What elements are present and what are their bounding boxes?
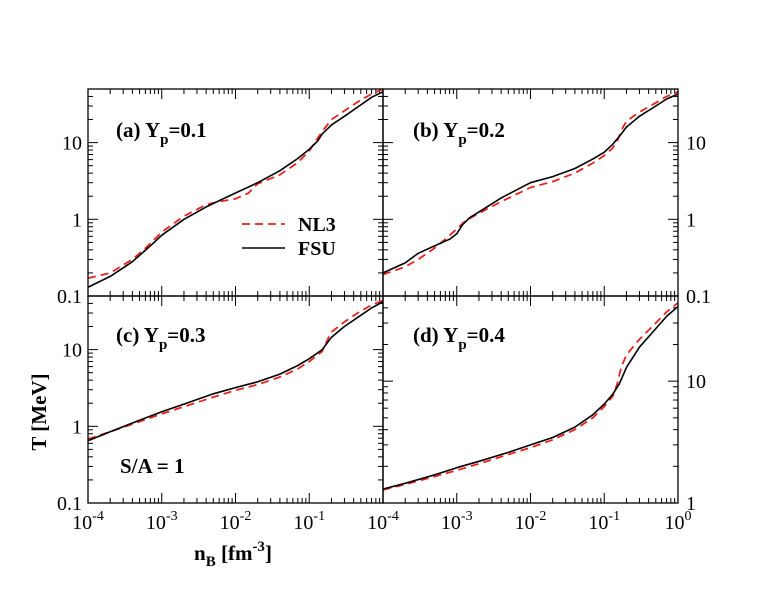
panel-b-ytick-label: 1 [686,209,696,231]
panel-b-label: (b) Yp=0.2 [413,118,505,148]
x-tick-label: 10-2 [220,509,252,534]
x-tick-label-exp: 0 [685,509,692,524]
panel-d-ytick-label: 1 [686,493,696,515]
x-tick-label: 10-1 [588,509,620,534]
x-tick-label: 10-4 [72,509,104,534]
x-axis-title-unit: [fm [216,541,253,565]
panel-d: 1 10 (d) Yp=0.4 [382,295,706,515]
panel-a: 0.1 1 10 (a) Yp=0.1 [57,88,384,308]
panel-d-label-value: =0.4 [467,323,506,347]
x-tick-label: 10-3 [146,509,178,534]
panel-a-ytick-label: 10 [62,133,82,155]
x-tick-label-base: 10 [293,512,313,534]
panel-d-label-main: (d) Y [413,323,458,347]
x-tick-label-exp: -4 [387,509,399,524]
panel-a-line-fsu [88,91,383,289]
x-tick-label-exp: -4 [92,509,104,524]
x-tick-label-exp: -2 [240,509,252,524]
panel-c-line-fsu [88,301,383,442]
x-tick-label-base: 10 [146,512,166,534]
x-tick-label-base: 10 [515,512,535,534]
y-axis-title: T [MeV] [27,373,51,450]
panel-d-line-nl3 [383,302,678,491]
panel-a-label-main: (a) Y [116,118,160,142]
x-tick-label-base: 10 [588,512,608,534]
x-tick-label-base: 10 [220,512,240,534]
x-axis-title-sub: B [206,554,216,570]
panel-c-line-nl3 [88,299,383,440]
panel-c-ytick-label: 10 [62,340,82,362]
panel-b-line-fsu [383,93,678,274]
x-tick-label: 10-3 [441,509,473,534]
x-tick-label-base: 10 [72,512,92,534]
panel-d-line-fsu [383,305,678,490]
x-tick-label: 100 [665,509,692,534]
panel-b-label-value: =0.2 [467,118,505,142]
panel-a-line-nl3 [88,89,383,280]
x-tick-label-exp: -1 [608,509,620,524]
panel-b-label-main: (b) Y [413,118,458,142]
panel-a-label: (a) Yp=0.1 [116,118,207,148]
panel-c-ytick-label: 1 [72,416,82,438]
panel-d-ytick-label: 10 [686,371,706,393]
panel-c-label-main: (c) Y [116,323,159,347]
panel-c: 0.1 1 10 (c) Yp=0.3 [57,295,384,515]
x-tick-label: 10-4 [367,509,399,534]
panel-b-label-sub: p [458,132,466,148]
panel-b-ytick-label: 10 [686,133,706,155]
x-tick-label-base: 10 [441,512,461,534]
x-tick-label: 10-1 [293,509,325,534]
legend-label-nl3: NL3 [298,214,336,236]
x-tick-label-exp: -2 [535,509,547,524]
panel-d-label-sub: p [458,337,466,353]
x-tick-label: 10-2 [515,509,547,534]
x-tick-label-exp: -3 [461,509,473,524]
panel-b-ytick-label: 0.1 [686,286,711,308]
panel-c-label-value: =0.3 [167,323,205,347]
panel-d-label: (d) Yp=0.4 [413,323,505,353]
x-tick-label-exp: -1 [313,509,325,524]
x-tick-label-base: 10 [665,512,685,534]
legend: NL3 FSU [242,214,336,260]
panel-c-ytick-label: 0.1 [57,493,82,515]
panel-a-ytick-label: 1 [72,209,82,231]
x-axis-title-unit-close: ] [265,541,272,565]
panel-a-label-value: =0.1 [168,118,206,142]
x-axis-title-unit-exp: -3 [252,539,265,555]
x-axis-title-main: n [194,541,206,565]
legend-label-fsu: FSU [298,238,336,260]
x-tick-label-base: 10 [367,512,387,534]
panel-a-ytick-label: 0.1 [57,286,82,308]
panel-a-label-sub: p [160,132,168,148]
annotation-entropy: S/A = 1 [120,454,185,478]
x-tick-labels: 10-4 10-410-3 10-310-2 10-210-1 10-1 100 [72,509,691,534]
panel-d-frame [382,295,679,504]
panel-c-label-sub: p [159,337,167,353]
x-axis-title: nB [fm-3] [194,539,272,570]
panel-c-label: (c) Yp=0.3 [116,323,206,353]
panel-b: 0.1 1 10 (b) Yp=0.2 [382,88,711,308]
x-tick-label-exp: -3 [166,509,178,524]
